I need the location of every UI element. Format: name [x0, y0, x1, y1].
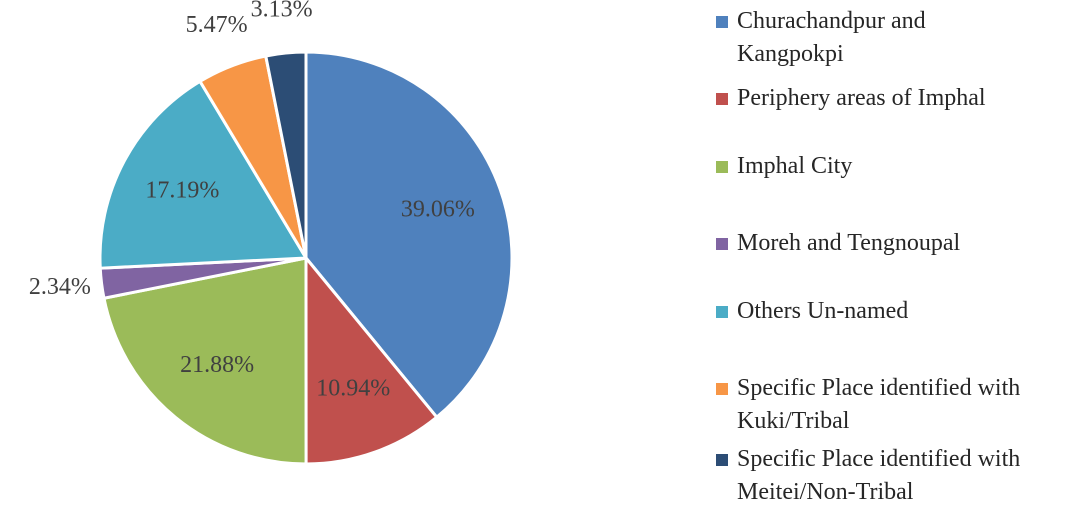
- pie-slice: [102, 256, 308, 466]
- legend-swatch: [716, 93, 728, 105]
- legend-label: Others Un-named: [737, 298, 909, 324]
- data-label: 39.06%: [401, 196, 475, 222]
- legend-label: Specific Place identified with Kuki/Trib…: [737, 375, 1021, 434]
- legend-item: Churachandpur and Kangpokpi: [712, 5, 1057, 71]
- legend-swatch: [716, 16, 728, 28]
- legend-item: Specific Place identified with Meitei/No…: [712, 443, 1057, 509]
- legend-label: Periphery areas of Imphal: [737, 85, 986, 111]
- legend-label: Specific Place identified with Meitei/No…: [737, 446, 1021, 505]
- pie-slice: [98, 79, 309, 270]
- legend-swatch: [716, 306, 728, 318]
- data-label: 2.34%: [29, 274, 91, 300]
- data-label: 17.19%: [145, 178, 219, 204]
- pie-slice: [263, 50, 308, 259]
- legend-swatch: [716, 238, 728, 250]
- pie-slice: [304, 253, 439, 466]
- legend-item: Others Un-named: [712, 295, 1057, 328]
- data-label: 21.88%: [180, 352, 254, 378]
- legend-swatch: [716, 161, 728, 173]
- legend-swatch: [716, 383, 728, 395]
- legend-swatch: [716, 454, 728, 466]
- pie-slice: [304, 50, 514, 420]
- legend-item: Specific Place identified with Kuki/Trib…: [712, 372, 1057, 438]
- chart: 39.06% 10.94% 21.88% 2.34% 17.19% 5.47%3.13%: [29, 0, 514, 466]
- legend-item: Imphal City: [712, 150, 1057, 183]
- data-label: 5.47%: [186, 12, 248, 38]
- legend-label: Imphal City: [737, 153, 853, 179]
- legend-label: Moreh and Tengnoupal: [737, 230, 961, 256]
- legend-item: Periphery areas of Imphal: [712, 82, 1057, 115]
- legend-label: Churachandpur and Kangpokpi: [737, 8, 926, 67]
- legend-item: Moreh and Tengnoupal: [712, 227, 1057, 260]
- data-label: 10.94%: [316, 375, 390, 401]
- data-label: 3.13%: [251, 0, 313, 23]
